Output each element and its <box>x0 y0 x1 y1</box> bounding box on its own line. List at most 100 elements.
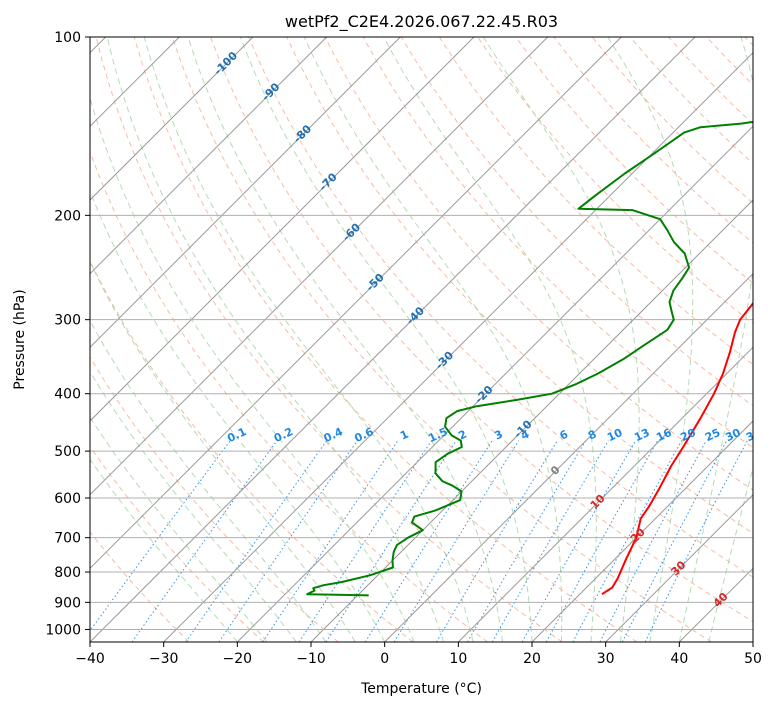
x-tick-label: 10 <box>449 651 467 667</box>
mixing-ratio-label: 36 <box>744 426 764 444</box>
moist-adiabat <box>482 37 640 642</box>
isotherm-line <box>457 346 753 642</box>
x-axis-title: Temperature (°C) <box>360 681 482 697</box>
x-tick-label: 30 <box>597 651 615 667</box>
y-tick-label: 400 <box>54 387 81 403</box>
moist-adiabat <box>239 37 533 642</box>
moist-adiabat <box>708 466 753 642</box>
dry-adiabat <box>668 37 753 125</box>
mixing-ratio-label: 0.2 <box>272 425 295 445</box>
dry-adiabat <box>90 445 264 642</box>
background-lines <box>90 37 753 642</box>
moist-adiabat <box>106 37 445 642</box>
y-axis-title: Pressure (hPa) <box>12 289 28 389</box>
dry-adiabat <box>210 37 753 623</box>
mixing-ratio-line <box>262 440 399 642</box>
isotherm-line <box>90 37 622 570</box>
mixing-ratio-line <box>90 440 231 632</box>
mixing-ratio-line <box>185 440 328 642</box>
mixing-ratio-label: 20 <box>678 426 698 444</box>
dry-adiabat <box>515 37 753 284</box>
moist-adiabat <box>90 319 327 642</box>
mixing-ratio-line <box>467 440 587 642</box>
mixing-ratio-label: 2 <box>456 428 468 443</box>
x-tick-label: 0 <box>380 651 389 667</box>
mixing-ratio-line <box>131 440 278 642</box>
temperature-profile <box>601 301 753 596</box>
moist-adiabat <box>187 37 503 642</box>
moist-adiabat <box>90 458 238 642</box>
mixing-ratio-line <box>491 440 609 642</box>
x-axis: −40 −30 −20 −10 0 10 20 30 40 50 <box>75 642 762 667</box>
mixing-ratio-line <box>435 440 558 642</box>
dry-adiabat <box>438 37 753 366</box>
moist-adiabat <box>303 37 563 642</box>
mixing-ratio-label: 16 <box>654 426 674 444</box>
dry-adiabat <box>591 37 753 204</box>
moist-adiabat <box>143 37 474 642</box>
x-tick-label: −10 <box>296 651 326 667</box>
isotherm-line <box>90 37 696 642</box>
isotherm-line <box>236 125 753 642</box>
isotherm-line <box>531 420 753 642</box>
isotherm-line <box>752 641 753 642</box>
mixing-ratio-label: 0.4 <box>322 425 345 445</box>
plot-frame <box>89 36 754 643</box>
mixing-ratio-line <box>325 440 457 642</box>
isotherm-line <box>90 37 254 201</box>
y-tick-label: 200 <box>54 208 81 224</box>
moist-adiabat <box>607 37 694 642</box>
moist-adiabat <box>90 416 268 642</box>
y-tick-label: 800 <box>54 565 81 581</box>
isotherm-line <box>90 37 401 349</box>
isotherm-line <box>384 272 753 642</box>
x-tick-label: −40 <box>75 651 105 667</box>
isotherm-line <box>605 493 753 642</box>
isotherm-line <box>310 199 753 642</box>
moist-adiabat <box>383 37 597 642</box>
annotations: -100-90-80-70-60-50-40-30-20-10010203040… <box>211 49 764 610</box>
y-tick-label: 600 <box>54 491 81 507</box>
isotherm-line <box>90 37 475 422</box>
moist-adiabat <box>90 260 356 642</box>
dry-adiabat <box>90 531 190 642</box>
dry-adiabat <box>553 37 753 244</box>
mixing-ratio-line <box>644 440 748 642</box>
moist-adiabat <box>90 189 386 642</box>
profiles <box>306 120 753 597</box>
mixing-ratio-line <box>521 440 637 642</box>
y-tick-label: 1000 <box>45 622 81 638</box>
y-tick-label: 100 <box>54 30 81 46</box>
mixing-ratio-label: 6 <box>558 427 571 442</box>
dewpoint-profile <box>306 120 753 597</box>
isotherm-line <box>90 37 328 275</box>
dry-adiabat <box>90 259 414 642</box>
x-tick-label: 20 <box>523 651 541 667</box>
mixing-ratio-label: 13 <box>632 426 651 444</box>
dry-adiabat <box>90 150 488 642</box>
grid-lines <box>90 36 753 630</box>
y-tick-label: 700 <box>54 531 81 547</box>
moist-adiabat <box>678 37 753 642</box>
x-tick-label: 40 <box>670 651 688 667</box>
x-tick-label: −30 <box>149 651 179 667</box>
dry-adiabat <box>248 37 753 578</box>
mixing-ratio-line <box>572 440 683 642</box>
mixing-ratio-label: 25 <box>703 426 722 444</box>
mixing-ratio-line <box>599 440 707 642</box>
mixing-ratio-label: 10 <box>605 426 625 444</box>
y-tick-label: 300 <box>54 313 81 329</box>
dry-adiabat <box>90 356 339 642</box>
dry-adiabat <box>706 37 753 86</box>
mixing-ratio-label: 0.1 <box>225 425 248 445</box>
mixing-ratio-label: 3 <box>492 428 504 443</box>
moist-adiabat <box>90 370 297 642</box>
x-tick-label: 50 <box>744 651 762 667</box>
dry-adiabat <box>171 37 712 642</box>
dry-adiabat <box>133 37 638 642</box>
mixing-ratio-label: 0.6 <box>352 425 375 445</box>
y-tick-label: 500 <box>54 444 81 460</box>
mixing-ratio-label: 1 <box>398 428 410 443</box>
mixing-ratio-line <box>545 440 659 642</box>
